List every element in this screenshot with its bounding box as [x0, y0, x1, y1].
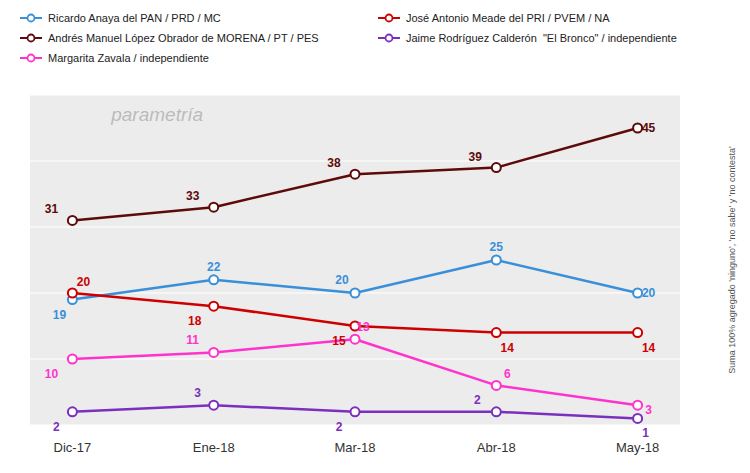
- legend: Ricardo Anaya del PAN / PRD / MC José Ant…: [20, 12, 677, 64]
- legend-marker: [28, 55, 35, 62]
- legend-marker: [386, 35, 393, 42]
- data-label: 25: [490, 240, 504, 254]
- point-marker: [68, 407, 77, 416]
- legend-label: José Antonio Meade del PRI / PVEM / NA: [406, 12, 610, 24]
- data-label: 33: [186, 189, 200, 203]
- data-label: 18: [188, 314, 202, 328]
- x-tick-label: Abr-18: [477, 440, 516, 455]
- x-tick-label: May-18: [616, 440, 659, 455]
- point-marker: [209, 275, 218, 284]
- point-marker: [633, 414, 642, 423]
- point-marker: [492, 407, 501, 416]
- point-marker: [209, 401, 218, 410]
- data-label: 31: [45, 202, 59, 216]
- series-line: [72, 128, 637, 220]
- plot-background: [30, 95, 680, 425]
- legend-item: José Antonio Meade del PRI / PVEM / NA: [378, 12, 610, 24]
- legend-marker: [28, 15, 35, 22]
- grid-line: [30, 94, 680, 95]
- legend-label: Margarita Zavala / independiente: [48, 52, 209, 64]
- point-marker: [492, 163, 501, 172]
- legend-marker: [28, 35, 35, 42]
- x-tick-label: Ene-18: [193, 440, 235, 455]
- data-label: 2: [474, 393, 481, 407]
- point-marker: [351, 289, 360, 298]
- marks: [68, 124, 642, 423]
- data-label: 14: [501, 341, 515, 355]
- series-line: [72, 405, 637, 418]
- data-label: 10: [45, 367, 59, 381]
- point-marker: [492, 381, 501, 390]
- point-marker: [351, 407, 360, 416]
- point-marker: [209, 348, 218, 357]
- point-marker: [633, 401, 642, 410]
- series-line: [72, 293, 637, 333]
- point-marker: [633, 289, 642, 298]
- data-label: 38: [327, 156, 341, 170]
- data-label: 20: [642, 286, 656, 300]
- x-tick-label: Mar-18: [334, 440, 375, 455]
- point-marker: [492, 256, 501, 265]
- point-marker: [351, 170, 360, 179]
- data-label: 2: [53, 420, 60, 434]
- legend-item: Margarita Zavala / independiente: [20, 52, 209, 64]
- point-marker: [633, 124, 642, 133]
- point-marker: [209, 203, 218, 212]
- legend-label: Andrés Manuel López Obrador de MORENA / …: [48, 32, 319, 44]
- point-marker: [209, 302, 218, 311]
- point-marker: [492, 328, 501, 337]
- data-label: 11: [186, 333, 199, 347]
- legend-label: Jaime Rodríguez Calderón "El Bronco" / i…: [406, 32, 677, 44]
- legend-item: Andrés Manuel López Obrador de MORENA / …: [20, 32, 319, 44]
- data-label: 39: [469, 150, 483, 164]
- data-label: 19: [53, 308, 67, 322]
- series-line: [72, 339, 637, 405]
- legend-label: Ricardo Anaya del PAN / PRD / MC: [48, 12, 221, 24]
- point-marker: [68, 289, 77, 298]
- data-label: 45: [642, 121, 656, 135]
- point-marker: [633, 328, 642, 337]
- data-label: 22: [207, 260, 221, 274]
- data-label: 20: [335, 273, 349, 287]
- point-marker: [351, 335, 360, 344]
- data-label: 2: [336, 420, 343, 434]
- side-note: Suma 100% agregado 'ninguno', 'no sabe' …: [727, 146, 737, 374]
- watermark: parametría: [110, 104, 203, 125]
- data-label: 13: [356, 320, 370, 334]
- grid-line: [30, 226, 680, 227]
- x-axis: Dic-17 Ene-18 Mar-18 Abr-18 May-18: [54, 440, 660, 455]
- legend-marker: [386, 15, 393, 22]
- point-marker: [68, 355, 77, 364]
- data-labels: 1922202520201815141431333839452322110111…: [45, 121, 656, 440]
- data-label: 1: [642, 426, 649, 440]
- data-label: 15: [332, 334, 346, 348]
- data-label: 14: [642, 341, 656, 355]
- data-label: 20: [77, 275, 91, 289]
- chart: Dic-17 Ene-18 Mar-18 Abr-18 May-18 parametría…: [0, 0, 750, 473]
- legend-item: Jaime Rodríguez Calderón "El Bronco" / i…: [378, 32, 677, 44]
- point-marker: [68, 216, 77, 225]
- data-label: 3: [645, 403, 652, 417]
- grid: [30, 95, 680, 425]
- series-line: [72, 260, 637, 300]
- grid-line: [30, 424, 680, 425]
- grid-line: [30, 160, 680, 161]
- data-label: 6: [504, 367, 511, 381]
- x-tick-label: Dic-17: [54, 440, 92, 455]
- legend-item: Ricardo Anaya del PAN / PRD / MC: [20, 12, 221, 24]
- grid-line: [30, 358, 680, 359]
- data-label: 3: [194, 386, 201, 400]
